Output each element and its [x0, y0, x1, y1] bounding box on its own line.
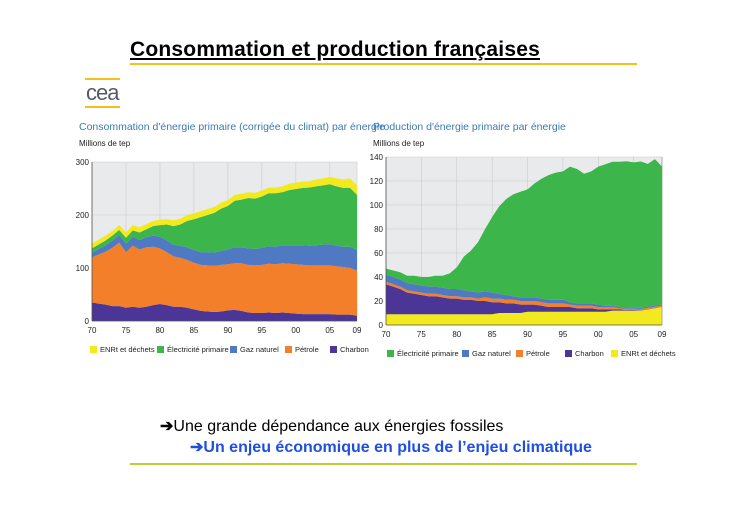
chart-2-legend-label-gaz-naturel: Gaz naturel: [472, 349, 511, 358]
chart-1-area-charbon: [92, 302, 357, 321]
chart-1-x-tick-label: 70: [88, 326, 97, 335]
chart-1-unit-label: Millions de tep: [79, 139, 131, 148]
chart-2-area-electricite-primaire: [386, 159, 662, 308]
chart-2-legend-swatch-gaz-naturel: [462, 350, 469, 357]
chart-2-x-tick-label: 95: [558, 330, 567, 339]
chart-1-x-tick-label: 05: [325, 326, 334, 335]
chart-2-y-tick-label: 80: [374, 225, 383, 234]
chart-1-legend-swatch-electricite-primaire: [157, 346, 164, 353]
chart-2-y-tick-label: 120: [370, 177, 384, 186]
bottom-rule: [130, 463, 637, 465]
chart-1-area-enrt-et-dechets: [92, 176, 357, 249]
chart-2-legend-label-enrt-et-dechets: ENRt et déchets: [621, 349, 676, 358]
chart-2-x-tick-label: 80: [452, 330, 461, 339]
chart-2-y-tick-label: 40: [374, 273, 383, 282]
chart-1-x-tick-label: 00: [291, 326, 300, 335]
bullet-point-2-text: Un enjeu économique en plus de l’enjeu c…: [203, 439, 592, 456]
chart-1-area-gaz-naturel: [92, 235, 357, 271]
chart-2-y-tick-label: 0: [379, 321, 384, 330]
chart-1-legend-label-electricite-primaire: Électricité primaire: [167, 345, 229, 354]
chart-2-y-tick-label: 100: [370, 201, 384, 210]
chart-2-x-tick-label: 09: [658, 330, 667, 339]
chart-2-legend-swatch-electricite-primaire: [387, 350, 394, 357]
chart-1-area-petrole: [92, 242, 357, 316]
chart-2-legend-swatch-charbon: [565, 350, 572, 357]
chart-2-legend-swatch-enrt-et-dechets: [611, 350, 618, 357]
chart-2-x-tick-label: 85: [488, 330, 497, 339]
chart-2-area-enrt-et-dechets: [386, 307, 662, 325]
bullet-point-1: ➔Une grande dépendance aux énergies foss…: [160, 416, 503, 436]
chart-2-x-tick-label: 00: [594, 330, 603, 339]
chart-1-y-tick-label: 0: [85, 317, 90, 326]
chart-1-legend-swatch-petrole: [285, 346, 292, 353]
chart-1-legend-label-charbon: Charbon: [340, 345, 369, 354]
chart-1-legend-label-gaz-naturel: Gaz naturel: [240, 345, 279, 354]
chart-2-y-tick-label: 60: [374, 249, 383, 258]
chart-2-legend-label-petrole: Pétrole: [526, 349, 550, 358]
arrow-right-icon: ➔: [190, 439, 204, 456]
title-rule: [130, 63, 637, 65]
chart-2-legend-swatch-petrole: [516, 350, 523, 357]
chart-2-area-charbon: [386, 284, 662, 315]
chart-2-area-petrole: [386, 281, 662, 311]
chart-2-x-tick-label: 90: [523, 330, 532, 339]
chart-1-legend-label-enrt-et-dechets: ENRt et déchets: [100, 345, 155, 354]
arrow-right-icon: ➔: [160, 418, 174, 435]
chart-1-area-electricite-primaire: [92, 184, 357, 253]
chart-2-title: Production d'énergie primaire par énergi…: [373, 121, 566, 133]
chart-1-x-tick-label: 90: [223, 326, 232, 335]
chart-1-x-tick-label: 80: [155, 326, 164, 335]
chart-1-legend-label-petrole: Pétrole: [295, 345, 319, 354]
chart-1-x-tick-label: 95: [257, 326, 266, 335]
chart-2-legend-label-electricite-primaire: Électricité primaire: [397, 349, 459, 358]
chart-2-x-tick-label: 75: [417, 330, 426, 339]
chart-1-title: Consommation d'énergie primaire (corrigé…: [79, 121, 385, 133]
chart-2-area-gaz-naturel: [386, 274, 662, 310]
slide-title: Consommation et production françaises: [130, 38, 540, 61]
logo-rule-bottom: [85, 106, 120, 108]
chart-1-y-tick-label: 300: [76, 158, 90, 167]
chart-1-legend-swatch-gaz-naturel: [230, 346, 237, 353]
bullet-point-1-text: Une grande dépendance aux énergies fossi…: [173, 418, 504, 435]
bullet-point-2: ➔Un enjeu économique en plus de l’enjeu …: [190, 437, 592, 457]
chart-1-legend-swatch-enrt-et-dechets: [90, 346, 97, 353]
chart-2-legend-label-charbon: Charbon: [575, 349, 604, 358]
chart-2-x-tick-label: 70: [382, 330, 391, 339]
chart-2-unit-label: Millions de tep: [373, 139, 425, 148]
chart-1-legend-swatch-charbon: [330, 346, 337, 353]
chart-1-x-tick-label: 85: [189, 326, 198, 335]
chart-2-y-tick-label: 20: [374, 297, 383, 306]
chart-1-y-tick-label: 200: [76, 211, 90, 220]
logo-rule-top: [85, 78, 120, 80]
chart-2-x-tick-label: 05: [629, 330, 638, 339]
chart-2-y-tick-label: 140: [370, 153, 384, 162]
chart-1-x-tick-label: 09: [353, 326, 362, 335]
chart-1-y-tick-label: 100: [76, 264, 90, 273]
cea-logo: cea: [86, 80, 119, 105]
chart-1-x-tick-label: 75: [122, 326, 131, 335]
